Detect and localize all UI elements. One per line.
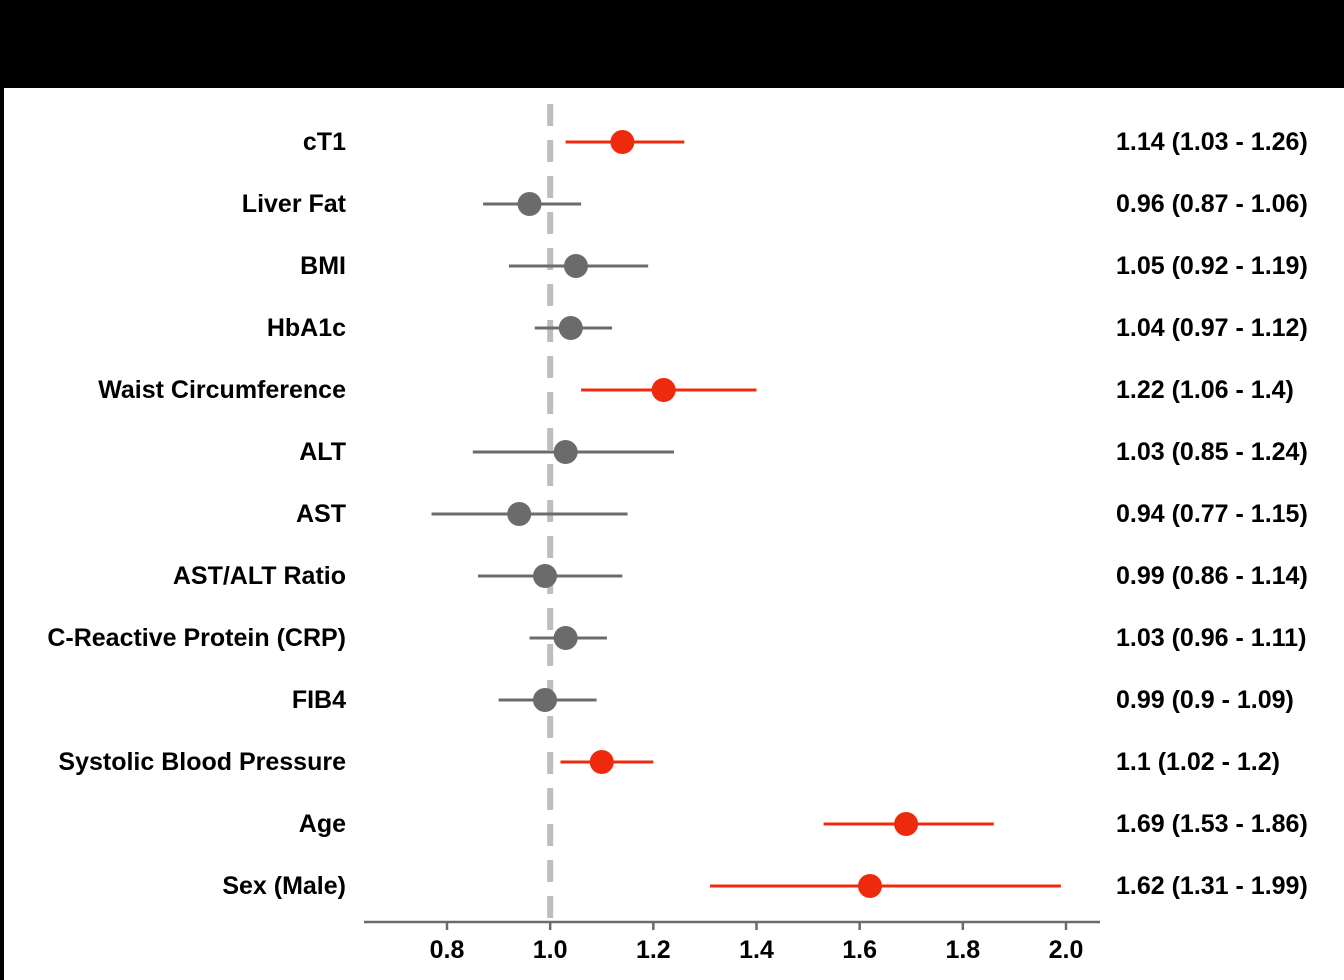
row-label: Sex (Male) — [222, 872, 346, 900]
x-tick-label: 1.4 — [739, 936, 774, 964]
ci-text-layer: 1.14 (1.03 - 1.26) 0.96 (0.87 - 1.06) 1.05… — [1116, 128, 1308, 900]
x-tick-label: 1.8 — [945, 936, 980, 964]
ci-text: 0.99 (0.9 - 1.09) — [1116, 686, 1294, 714]
estimate-point — [553, 440, 578, 464]
estimate-point — [533, 688, 558, 712]
row-label: Age — [299, 810, 346, 838]
estimate-point — [857, 874, 882, 898]
estimate-point-layer — [507, 130, 919, 898]
ci-text: 0.99 (0.86 - 1.14) — [1116, 562, 1308, 590]
ci-text: 0.94 (0.77 - 1.15) — [1116, 500, 1308, 528]
ci-text: 1.22 (1.06 - 1.4) — [1116, 376, 1294, 404]
estimate-point — [533, 564, 558, 588]
ci-text: 1.69 (1.53 - 1.86) — [1116, 810, 1308, 838]
ci-text: 1.05 (0.92 - 1.19) — [1116, 252, 1308, 280]
row-label: Systolic Blood Pressure — [58, 748, 346, 776]
row-label: ALT — [299, 438, 346, 466]
confidence-interval-layer — [431, 140, 1061, 888]
x-tick-label: 1.2 — [636, 936, 671, 964]
estimate-point — [589, 750, 614, 774]
ci-text: 1.62 (1.31 - 1.99) — [1116, 872, 1308, 900]
ci-text: 1.03 (0.85 - 1.24) — [1116, 438, 1308, 466]
row-label: cT1 — [303, 128, 346, 156]
row-label: AST/ALT Ratio — [173, 562, 346, 590]
row-label: C-Reactive Protein (CRP) — [47, 624, 346, 652]
ci-text: 1.1 (1.02 - 1.2) — [1116, 748, 1280, 776]
x-tick-label: 1.6 — [842, 936, 877, 964]
x-tick-label: 0.8 — [430, 936, 465, 964]
x-tick-label: 1.0 — [533, 936, 568, 964]
estimate-point — [610, 130, 635, 154]
x-axis: 0.8 1.0 1.2 1.4 1.6 1.8 2.0 — [364, 920, 1100, 964]
estimate-point — [563, 254, 588, 278]
forest-plot-figure: cT1 Liver Fat BMI HbA1c Waist Circumference A… — [4, 88, 1344, 980]
row-label-layer: cT1 Liver Fat BMI HbA1c Waist Circumference A… — [47, 128, 346, 900]
ci-text: 1.04 (0.97 - 1.12) — [1116, 314, 1308, 342]
estimate-point — [517, 192, 542, 216]
estimate-point — [553, 626, 578, 650]
estimate-point — [507, 502, 532, 526]
row-label: BMI — [300, 252, 346, 280]
x-tick-label: 2.0 — [1049, 936, 1084, 964]
row-label: HbA1c — [267, 314, 346, 342]
row-label: FIB4 — [292, 686, 346, 714]
ci-text: 0.96 (0.87 - 1.06) — [1116, 190, 1308, 218]
row-label: Liver Fat — [242, 190, 347, 218]
ci-text: 1.14 (1.03 - 1.26) — [1116, 128, 1308, 156]
ci-text: 1.03 (0.96 - 1.11) — [1116, 624, 1306, 652]
row-label: AST — [296, 500, 346, 528]
estimate-point — [558, 316, 583, 340]
forest-plot: cT1 Liver Fat BMI HbA1c Waist Circumference A… — [47, 104, 1308, 964]
row-label: Waist Circumference — [98, 376, 346, 404]
estimate-point — [894, 812, 919, 836]
estimate-point — [651, 378, 676, 402]
